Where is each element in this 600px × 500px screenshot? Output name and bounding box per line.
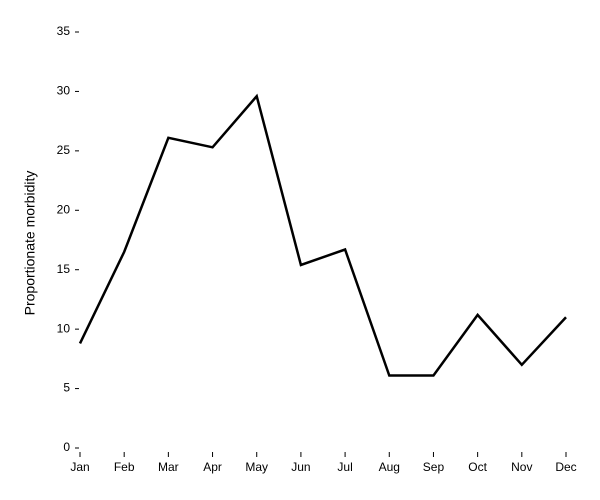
y-tick-label: 10: [57, 321, 71, 335]
y-tick-label: 35: [57, 24, 71, 38]
x-tick-label: Jul: [337, 460, 352, 474]
x-tick-label: Sep: [423, 460, 445, 474]
y-tick-label: 30: [57, 84, 71, 98]
data-line: [78, 93, 567, 377]
x-tick-label: May: [245, 460, 268, 474]
x-tick-label: Feb: [114, 460, 135, 474]
x-tick-label: Jun: [291, 460, 310, 474]
y-tick-label: 15: [57, 262, 71, 276]
y-axis-title: Proportionate morbidity: [22, 171, 38, 316]
y-tick-label: 25: [57, 143, 71, 157]
x-tick-label: Dec: [555, 460, 576, 474]
x-tick-label: Jan: [70, 460, 89, 474]
y-tick-label: 20: [57, 202, 71, 216]
x-tick-label: Nov: [511, 460, 532, 474]
y-tick-label: 0: [63, 440, 70, 454]
x-tick-label: Mar: [158, 460, 179, 474]
x-tick-label: Oct: [468, 460, 487, 474]
x-tick-label: Aug: [379, 460, 400, 474]
x-tick-label: Apr: [203, 460, 222, 474]
y-tick-label: 5: [63, 381, 70, 395]
